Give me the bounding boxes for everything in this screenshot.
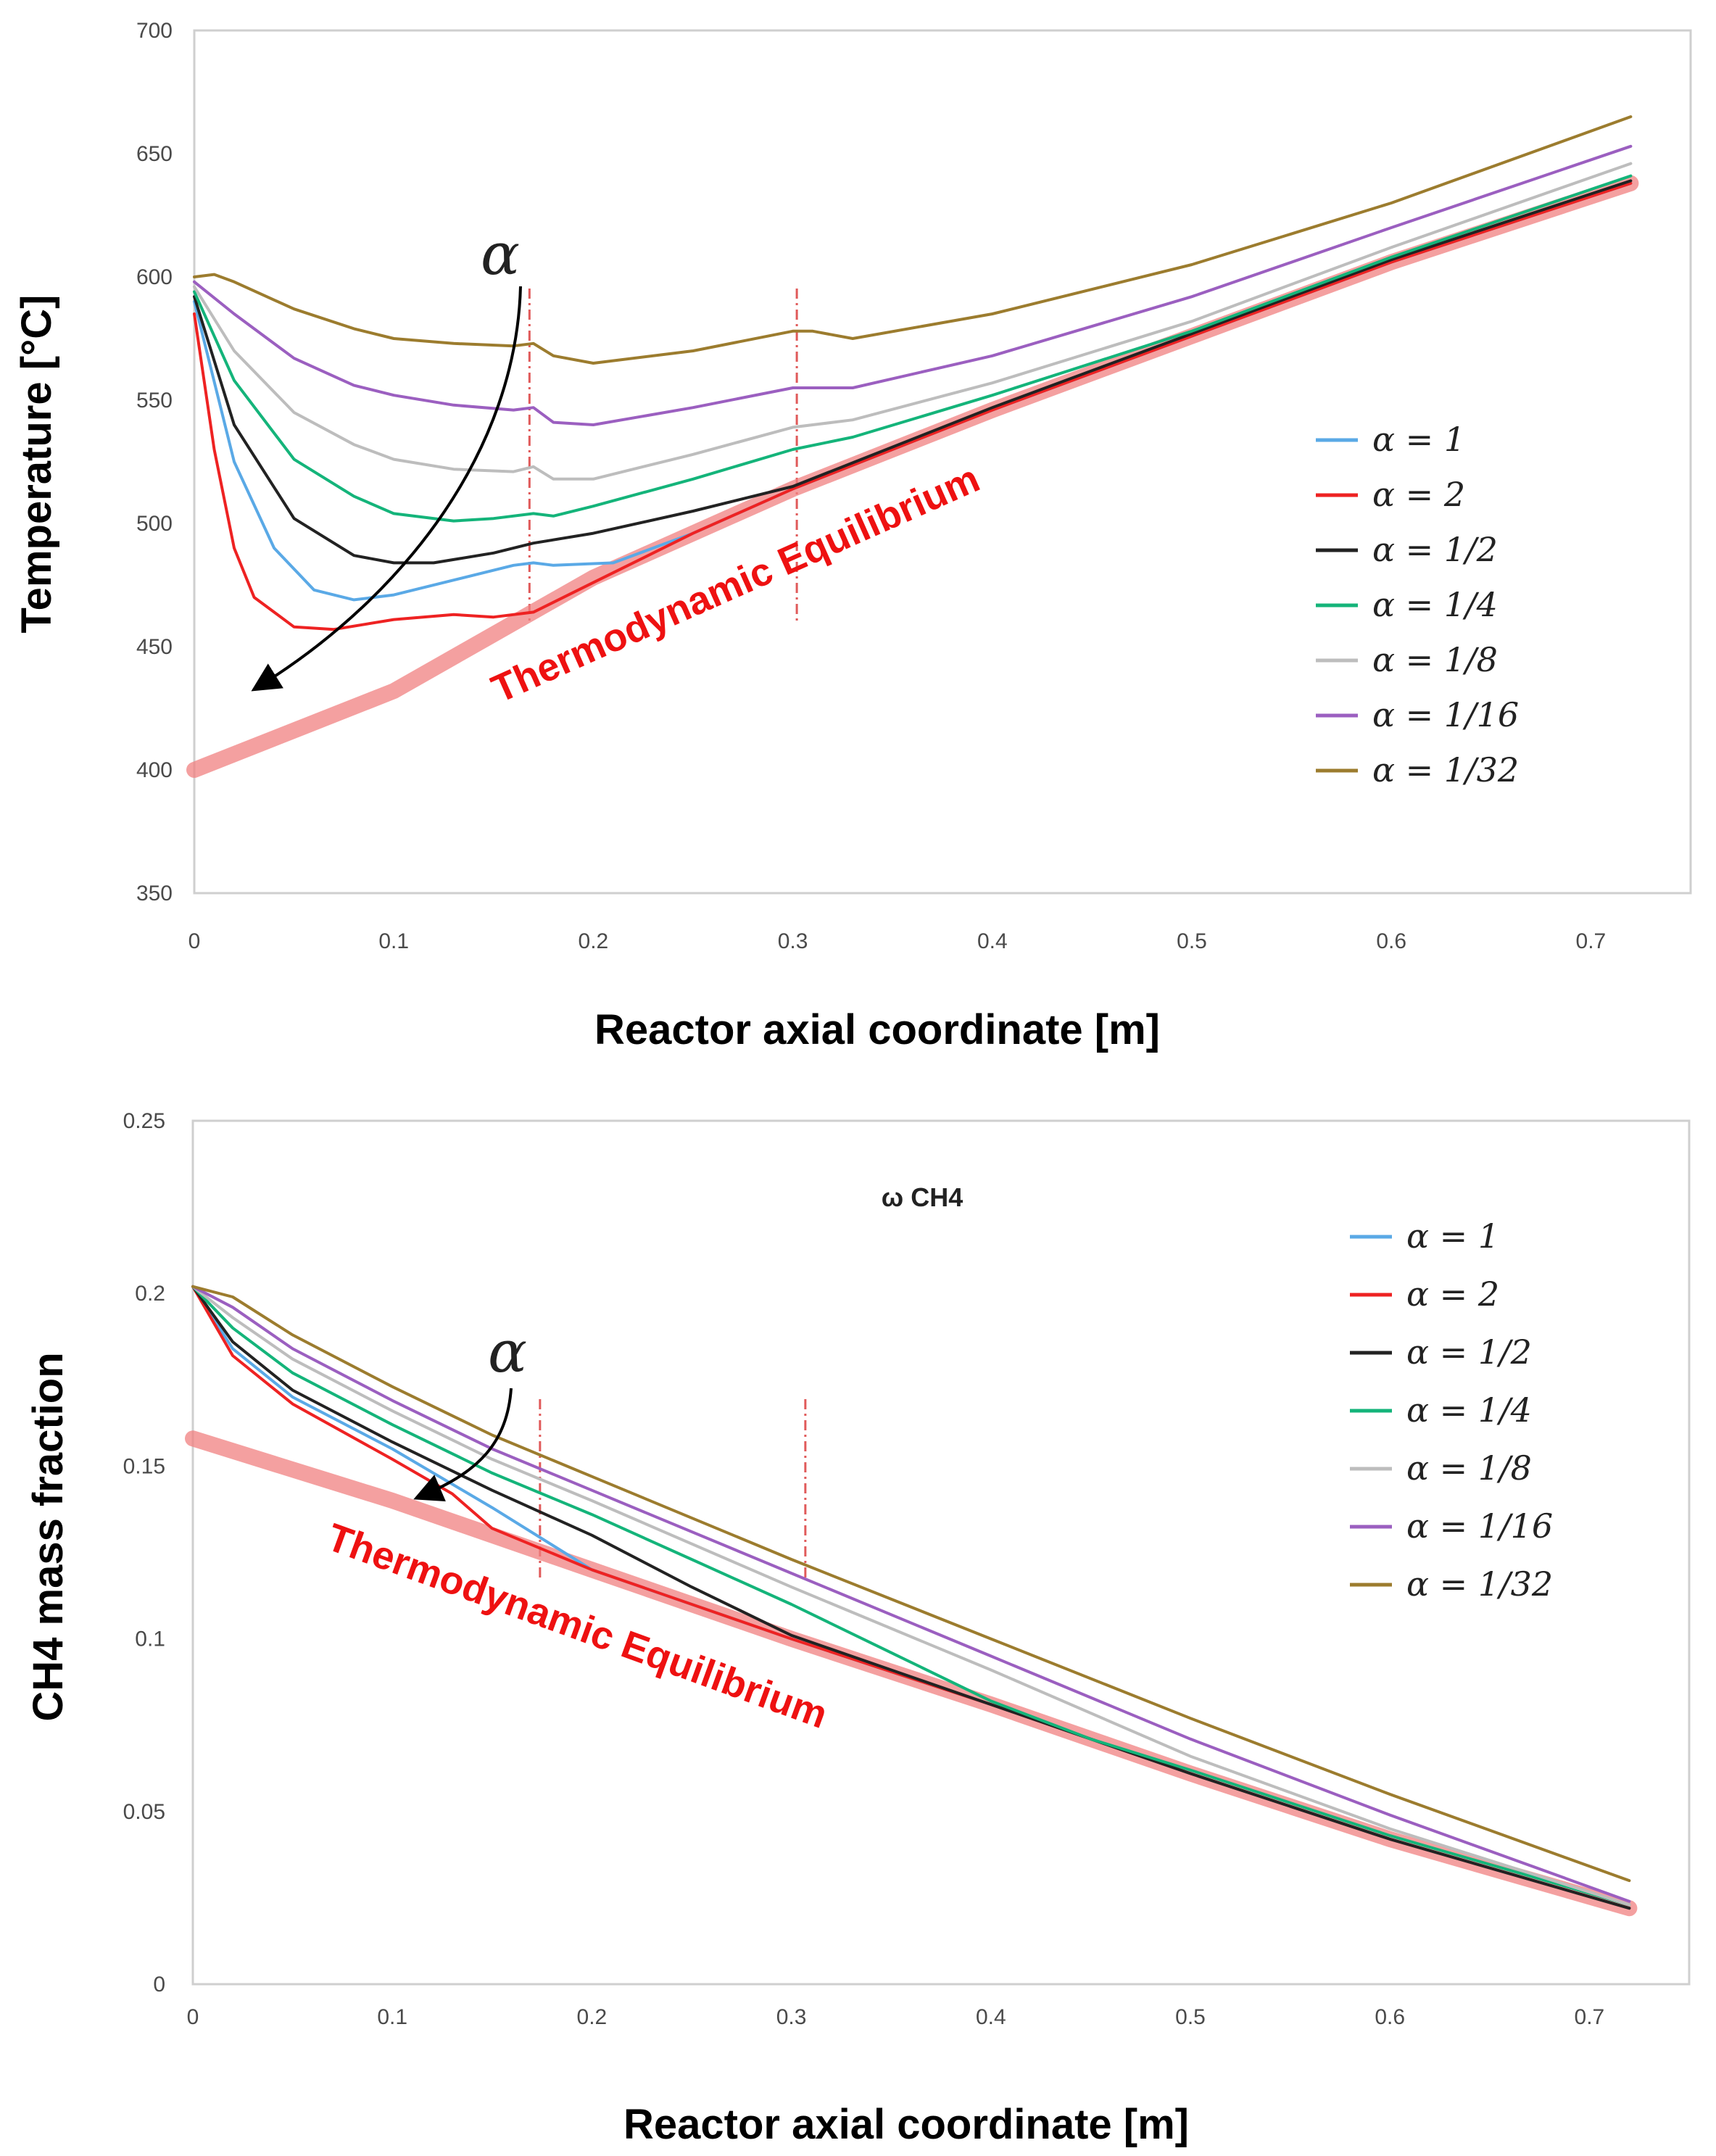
temperature-y-tick-label: 650 [136,142,173,166]
ch4-x-tick-label: 0.6 [1375,2005,1405,2029]
temperature-x-tick-label: 0.1 [378,929,409,953]
ch4-series-line-a1_32 [191,1285,1631,1883]
ch4-series [191,1285,1631,1910]
temperature-y-tick-label: 450 [136,635,173,659]
temperature-x-axis-title: Reactor axial coordinate [m] [594,1006,1160,1053]
temperature-alpha-annotation: α [481,220,520,288]
ch4-legend-label: α = 1/8 [1406,1448,1532,1488]
ch4-x-tick-label: 0.4 [976,2005,1006,2029]
ch4-series-line-a1_2 [191,1285,1631,1910]
ch4-legend-label: α = 1/2 [1406,1332,1532,1372]
temperature-x-tick-labels: 0 0.1 0.2 0.3 0.4 0.5 0.6 0.7 [188,929,1607,953]
temperature-y-tick-labels: 350 400 450 500 550 600 650 700 [136,19,173,905]
ch4-legend: α = 1 α = 2 α = 1/2 α = 1/4 α = 1/8 α = 1/16 α… [1350,1216,1553,1604]
ch4-alpha-arrow [413,1388,513,1501]
ch4-x-axis-title: Reactor axial coordinate [m] [623,2101,1189,2148]
temperature-x-tick-label: 0.4 [977,929,1008,953]
ch4-series-line-a1_8 [191,1285,1631,1907]
temperature-y-tick-label: 400 [136,758,173,782]
temperature-y-tick-label: 700 [136,19,173,43]
ch4-x-tick-label: 0 [187,2005,199,2029]
temperature-y-tick-label: 350 [136,882,173,905]
temperature-x-tick-label: 0 [188,929,201,953]
ch4-x-tick-label: 0.3 [776,2005,807,2029]
temperature-series-line-a1_16 [193,144,1633,426]
temperature-y-tick-label: 600 [136,265,173,289]
temperature-plot-area [193,29,1692,895]
temperature-x-tick-label: 0.3 [778,929,808,953]
temperature-legend-label: α = 1/2 [1372,530,1498,569]
ch4-y-tick-label: 0.1 [135,1628,165,1651]
temperature-series-line-a2 [193,181,1633,631]
temperature-series-line-a1_32 [193,115,1633,365]
temperature-series-line-a1_2 [193,179,1633,565]
ch4-y-tick-label: 0 [153,1973,165,1997]
ch4-x-tick-label: 0.7 [1575,2005,1605,2029]
ch4-series-line-a1_4 [191,1285,1631,1907]
temperature-series-line-a1_4 [193,174,1633,523]
temperature-series-line-a1_8 [193,162,1633,481]
ch4-x-tick-label: 0.2 [577,2005,608,2029]
temperature-legend: α = 1 α = 2 α = 1/2 α = 1/4 α = 1/8 α = 1/16 α… [1316,420,1519,789]
ch4-y-tick-label: 0.25 [123,1109,165,1133]
temperature-legend-label: α = 1/32 [1372,750,1519,789]
ch4-legend-label: α = 2 [1406,1274,1499,1314]
temperature-series [193,115,1633,631]
temperature-alpha-arrow [251,286,522,692]
ch4-y-tick-label: 0.2 [135,1282,165,1306]
temperature-x-tick-label: 0.7 [1576,929,1607,953]
temperature-legend-label: α = 1 [1372,420,1465,459]
ch4-legend-label: α = 1 [1406,1216,1499,1256]
ch4-alpha-annotation: α [488,1318,527,1385]
ch4-x-tick-label: 0.1 [377,2005,407,2029]
temperature-x-tick-label: 0.2 [579,929,609,953]
ch4-legend-label: α = 1/16 [1406,1506,1553,1546]
temperature-x-tick-label: 0.5 [1177,929,1207,953]
ch4-plot-area [191,1119,1691,1986]
temperature-y-tick-label: 500 [136,512,173,536]
ch4-series-line-a1_16 [191,1285,1631,1903]
ch4-y-tick-label: 0.15 [123,1454,165,1478]
ch4-y-tick-labels: 0 0.05 0.1 0.15 0.2 0.25 [123,1109,165,1997]
ch4-y-tick-label: 0.05 [123,1800,165,1824]
temperature-x-tick-label: 0.6 [1376,929,1406,953]
ch4-x-tick-label: 0.5 [1175,2005,1206,2029]
temperature-y-axis-title: Temperature [°C] [13,295,60,634]
ch4-legend-label: α = 1/32 [1406,1564,1553,1604]
temperature-legend-label: α = 2 [1372,475,1465,514]
ch4-legend-label: α = 1/4 [1406,1390,1532,1430]
ch4-y-axis-title: CH4 mass fraction [25,1352,72,1721]
ch4-x-tick-labels: 0 0.1 0.2 0.3 0.4 0.5 0.6 0.7 [187,2005,1605,2029]
temperature-legend-label: α = 1/4 [1372,585,1498,624]
temperature-section-markers [528,289,798,623]
ch4-inner-title: ω CH4 [882,1182,963,1212]
ch4-inner-title-text: ω CH4 [882,1182,963,1212]
temperature-legend-label: α = 1/8 [1372,640,1498,679]
temperature-legend-label: α = 1/16 [1372,695,1519,734]
temperature-y-tick-label: 550 [136,389,173,412]
